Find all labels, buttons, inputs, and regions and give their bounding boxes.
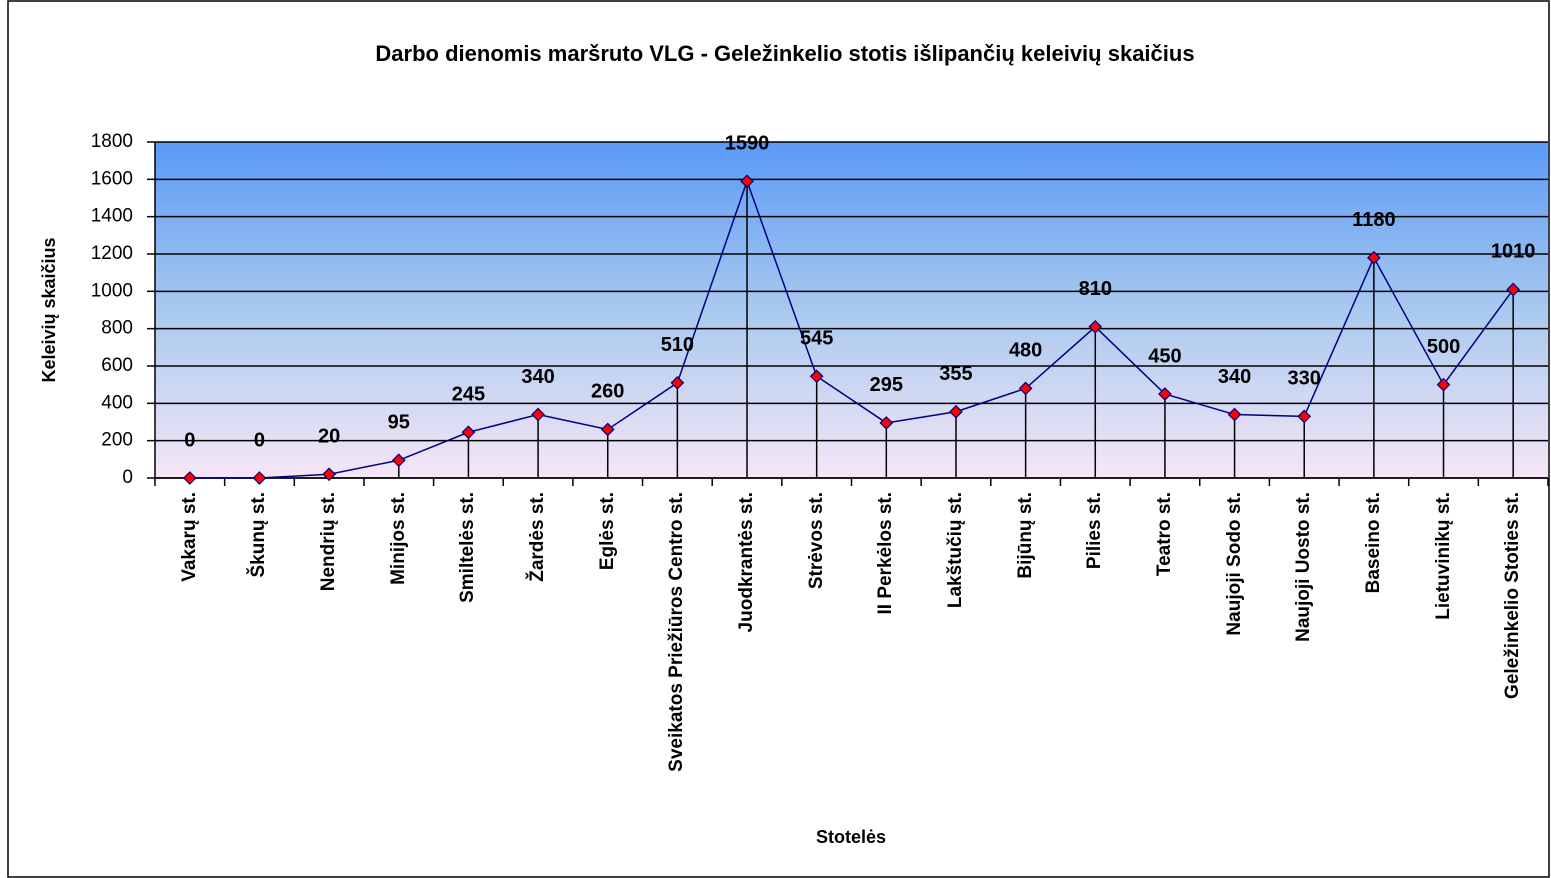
data-label: 260 [591,381,624,403]
x-axis-title: Stotelės [816,827,886,847]
x-tick-label: Bijūnų st. [1014,492,1036,579]
data-label: 355 [939,363,972,385]
x-tick-label: Geležinkelio Stoties st. [1502,492,1524,699]
marker [1367,250,1381,265]
marker [879,416,894,430]
marker [740,174,754,189]
marker [1436,377,1451,392]
marker [461,425,476,440]
y-tick-label: 0 [122,467,133,488]
data-label: 295 [870,374,903,396]
data-label: 340 [521,366,554,388]
y-tick-label: 400 [101,392,133,413]
x-tick-label: Nendrių st. [318,492,340,592]
y-tick-label: 200 [101,430,133,451]
chart-title: Darbo dienomis maršruto VLG - Geležinkel… [375,41,1194,66]
marker [949,404,963,419]
y-tick-label: 1000 [91,280,133,301]
x-tick-label: Teatro st. [1153,492,1175,577]
data-label: 545 [800,328,833,350]
x-tick-label: II Perkėlos st. [875,492,897,615]
x-tick-label: Vakarų st. [178,492,200,582]
x-tick-label: Eglės st. [596,492,618,571]
y-tick-label: 1200 [91,243,133,264]
x-tick-label: Smiltelės st. [457,492,479,603]
x-tick-label: Pilies st. [1084,492,1106,570]
x-tick-label: Strėvos st. [805,492,827,590]
data-label: 340 [1218,366,1251,388]
x-tick-label: Juodkrantės st. [736,492,758,633]
data-label: 1590 [725,132,770,154]
x-tick-label: Škunų st. [248,492,270,578]
data-label: 450 [1148,345,1181,367]
y-tick-label: 1800 [91,131,133,152]
data-label: 510 [661,334,694,356]
y-axis-title: Keleivių skaičius [39,237,59,382]
x-tick-label: Lietuvinikų st. [1432,492,1454,620]
data-label: 20 [318,426,340,448]
marker [809,369,824,384]
x-tick-label: Naujoji Sodo st. [1223,492,1245,636]
series-line [189,178,1514,479]
y-tick-label: 1600 [91,168,133,189]
data-label: 810 [1079,278,1112,300]
data-label: 1010 [1491,241,1536,263]
data-label: 95 [388,412,410,434]
marker [391,453,406,468]
marker [531,407,545,422]
marker [1227,407,1242,422]
data-label: 330 [1288,368,1321,390]
marker [1158,387,1172,401]
y-tick-label: 800 [101,318,133,339]
data-label: 0 [254,429,265,451]
marker [1088,319,1103,334]
x-tick-label: Baseino st. [1362,492,1384,594]
marker [600,422,615,437]
x-tick-label: Sveikatos Priežiūros Centro st. [666,492,688,772]
data-label: 500 [1427,336,1460,358]
x-tick-label: Naujoji Uosto st. [1293,492,1315,642]
data-label: 480 [1009,340,1042,362]
data-label: 245 [452,384,485,406]
y-tick-label: 600 [101,355,133,376]
marker [670,375,685,390]
marker [1506,282,1521,297]
x-tick-label: Lakštučių st. [944,492,966,609]
x-tick-label: Minijos st. [387,492,409,585]
marker [1018,381,1033,396]
plot-area [155,142,1548,478]
data-label: 0 [184,429,195,451]
marker [1297,409,1312,424]
x-tick-label: Žardės st. [527,492,549,582]
marker [182,471,197,485]
marker [252,471,267,485]
marker [322,467,336,482]
data-label: 1180 [1352,209,1395,231]
y-tick-label: 1400 [91,206,133,227]
